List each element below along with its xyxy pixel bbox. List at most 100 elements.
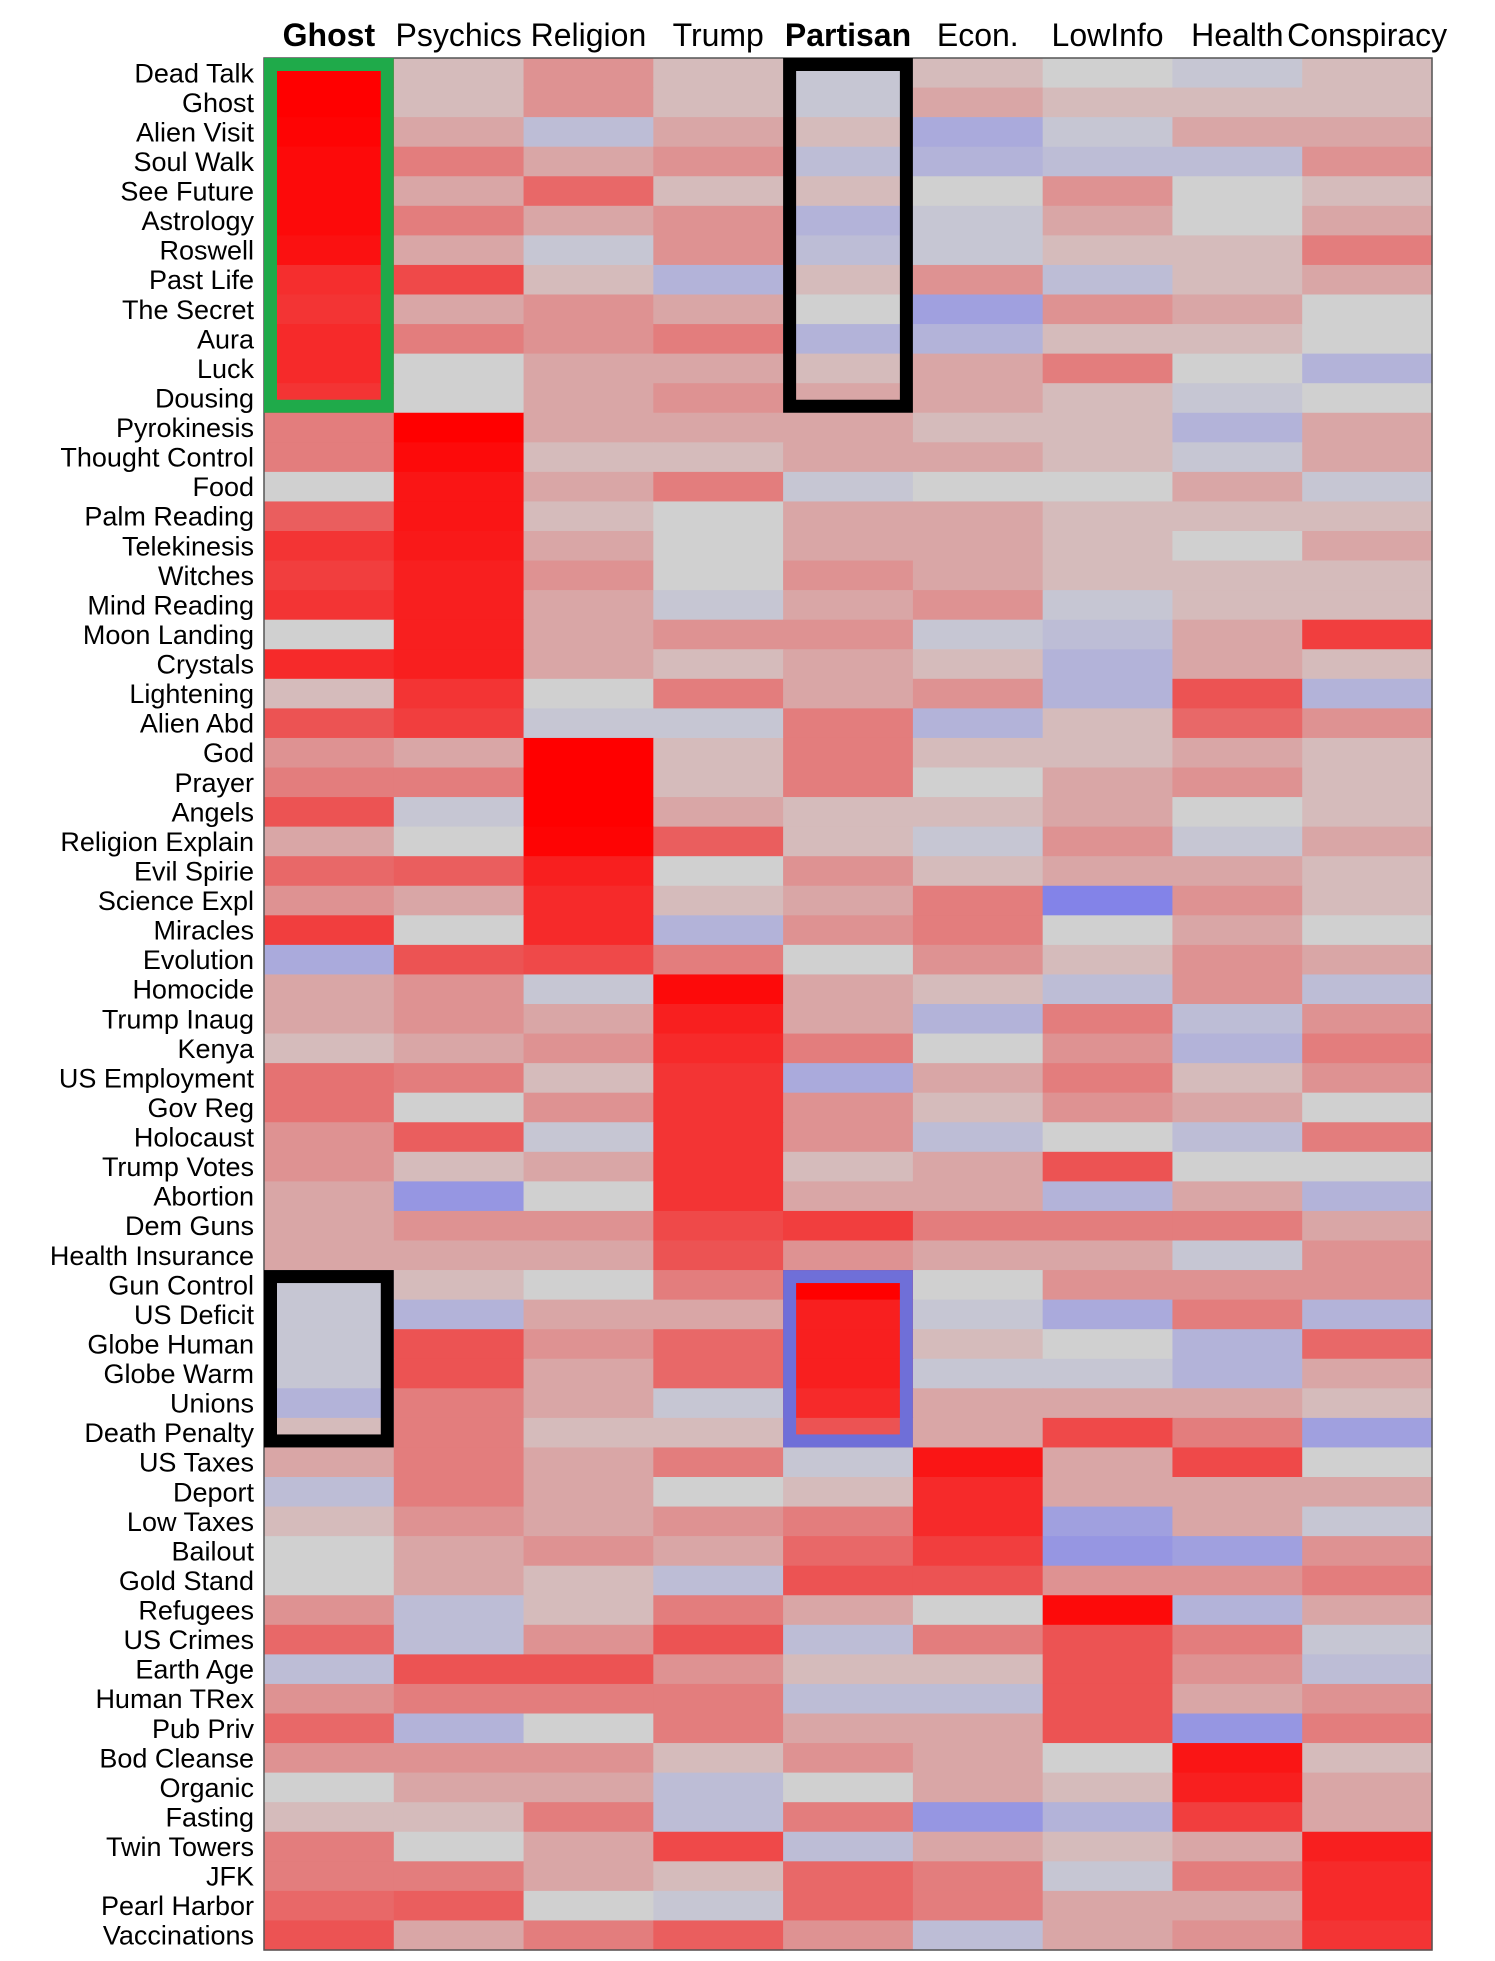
cell-vaccinations-trump bbox=[653, 1920, 784, 1951]
highlight-box-ghost-gun-control bbox=[264, 1270, 394, 1448]
cell-refugees-ghost bbox=[264, 1595, 395, 1626]
cell-bailout-trump bbox=[653, 1536, 784, 1567]
cell-pearl-harbor-religion bbox=[523, 1890, 654, 1922]
cell-luck-psychics bbox=[393, 353, 525, 384]
cell-ghost-religion bbox=[523, 87, 654, 118]
cell-bailout-religion bbox=[523, 1536, 654, 1567]
cell-past-life-trump bbox=[653, 264, 784, 296]
cell-organic-psychics bbox=[393, 1772, 525, 1803]
cell-vaccinations-religion bbox=[523, 1920, 654, 1951]
column-label-religion: Religion bbox=[531, 17, 647, 53]
row-label-pyrokinesis: Pyrokinesis bbox=[116, 413, 254, 443]
cell-holocaust-health bbox=[1172, 1122, 1303, 1153]
row-label-trump-inaug: Trump Inaug bbox=[102, 1004, 254, 1034]
row-label-aura: Aura bbox=[197, 324, 255, 354]
cell-gold-stand-partisan bbox=[783, 1565, 914, 1596]
cell-evil-spirie-econ bbox=[912, 856, 1044, 887]
cell-dem-guns-health bbox=[1172, 1210, 1303, 1242]
row-label-abortion: Abortion bbox=[153, 1182, 254, 1212]
cell-abortion-lowinfo bbox=[1042, 1181, 1174, 1212]
cell-evil-spirie-lowinfo bbox=[1042, 856, 1174, 887]
cell-soul-walk-psychics bbox=[393, 146, 525, 177]
cell-us-employment-trump bbox=[653, 1063, 784, 1094]
cell-past-life-conspiracy bbox=[1302, 264, 1433, 296]
cell-religion-explain-conspiracy bbox=[1302, 826, 1433, 857]
row-label-pub-priv: Pub Priv bbox=[152, 1714, 255, 1744]
cell-luck-health bbox=[1172, 353, 1303, 384]
cell-palm-reading-econ bbox=[912, 501, 1044, 532]
cell-roswell-conspiracy bbox=[1302, 235, 1433, 266]
cell-crystals-health bbox=[1172, 649, 1303, 680]
cell-us-taxes-partisan bbox=[783, 1447, 914, 1478]
cell-thought-control-partisan bbox=[783, 442, 914, 473]
cell-palm-reading-health bbox=[1172, 501, 1303, 532]
row-label-kenya: Kenya bbox=[177, 1034, 255, 1064]
cell-crystals-lowinfo bbox=[1042, 649, 1174, 680]
cell-unions-conspiracy bbox=[1302, 1388, 1433, 1419]
cell-telekinesis-health bbox=[1172, 531, 1303, 562]
cell-organic-trump bbox=[653, 1772, 784, 1803]
cell-trump-inaug-religion bbox=[523, 1004, 654, 1035]
cell-trump-inaug-conspiracy bbox=[1302, 1004, 1433, 1035]
cell-witches-health bbox=[1172, 560, 1303, 591]
cell-angels-health bbox=[1172, 797, 1303, 828]
cell-thought-control-religion bbox=[523, 442, 654, 473]
column-label-lowinfo: LowInfo bbox=[1052, 17, 1164, 53]
row-label-gun-control: Gun Control bbox=[108, 1270, 254, 1300]
cell-globe-human-lowinfo bbox=[1042, 1329, 1174, 1360]
cell-us-deficit-lowinfo bbox=[1042, 1299, 1174, 1330]
cell-angels-conspiracy bbox=[1302, 797, 1433, 828]
cell-soul-walk-partisan bbox=[783, 146, 914, 177]
cell-globe-warm-religion bbox=[523, 1358, 654, 1389]
cell-pyrokinesis-partisan bbox=[783, 412, 914, 443]
cell-bod-cleanse-religion bbox=[523, 1743, 654, 1774]
cell-food-religion bbox=[523, 471, 654, 503]
cell-vaccinations-conspiracy bbox=[1302, 1920, 1433, 1951]
cell-thought-control-health bbox=[1172, 442, 1303, 473]
cell-witches-conspiracy bbox=[1302, 560, 1433, 591]
cell-astrology-lowinfo bbox=[1042, 205, 1174, 236]
cell-religion-explain-trump bbox=[653, 826, 784, 857]
cell-gun-control-religion bbox=[523, 1270, 654, 1301]
cell-us-taxes-psychics bbox=[393, 1447, 525, 1478]
cell-palm-reading-lowinfo bbox=[1042, 501, 1174, 532]
cell-health-insurance-trump bbox=[653, 1240, 784, 1271]
cell-us-employment-psychics bbox=[393, 1063, 525, 1094]
row-label-crystals: Crystals bbox=[156, 650, 254, 680]
cell-us-crimes-lowinfo bbox=[1042, 1624, 1174, 1655]
cell-death-penalty-trump bbox=[653, 1417, 784, 1449]
cell-luck-religion bbox=[523, 353, 654, 384]
cell-unions-ghost bbox=[264, 1388, 395, 1419]
cell-low-taxes-ghost bbox=[264, 1506, 395, 1537]
cell-globe-human-health bbox=[1172, 1329, 1303, 1360]
cell-holocaust-econ bbox=[912, 1122, 1044, 1153]
cell-roswell-religion bbox=[523, 235, 654, 266]
cell-gold-stand-econ bbox=[912, 1565, 1044, 1596]
cell-past-life-health bbox=[1172, 264, 1303, 296]
cell-earth-age-religion bbox=[523, 1654, 654, 1685]
cell-past-life-lowinfo bbox=[1042, 264, 1174, 296]
cell-pyrokinesis-psychics bbox=[393, 412, 525, 443]
cell-crystals-partisan bbox=[783, 649, 914, 680]
cell-globe-human-conspiracy bbox=[1302, 1329, 1433, 1360]
cell-globe-warm-psychics bbox=[393, 1358, 525, 1389]
cell-astrology-health bbox=[1172, 205, 1303, 236]
cell-science-expl-econ bbox=[912, 885, 1044, 916]
cell-past-life-psychics bbox=[393, 264, 525, 296]
cell-aura-religion bbox=[523, 324, 654, 355]
cell-bailout-psychics bbox=[393, 1536, 525, 1567]
cell-vaccinations-partisan bbox=[783, 1920, 914, 1951]
cell-mind-reading-psychics bbox=[393, 590, 525, 621]
cell-prayer-religion bbox=[523, 767, 654, 798]
cell-past-life-econ bbox=[912, 264, 1044, 296]
cell-the-secret-partisan bbox=[783, 294, 914, 325]
cell-alien-abd-ghost bbox=[264, 708, 395, 739]
cell-soul-walk-religion bbox=[523, 146, 654, 177]
cell-telekinesis-conspiracy bbox=[1302, 531, 1433, 562]
cell-us-taxes-health bbox=[1172, 1447, 1303, 1478]
cell-kenya-psychics bbox=[393, 1033, 525, 1064]
cell-god-religion bbox=[523, 737, 654, 769]
cell-us-taxes-ghost bbox=[264, 1447, 395, 1478]
cell-earth-age-econ bbox=[912, 1654, 1044, 1685]
cell-fasting-partisan bbox=[783, 1802, 914, 1833]
